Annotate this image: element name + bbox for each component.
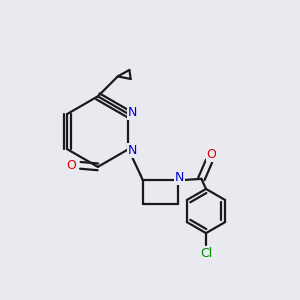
Text: O: O [66,159,76,172]
Text: N: N [175,171,184,184]
Text: N: N [128,144,137,157]
Text: N: N [128,106,137,119]
Text: Cl: Cl [200,247,212,260]
Text: O: O [207,148,217,161]
